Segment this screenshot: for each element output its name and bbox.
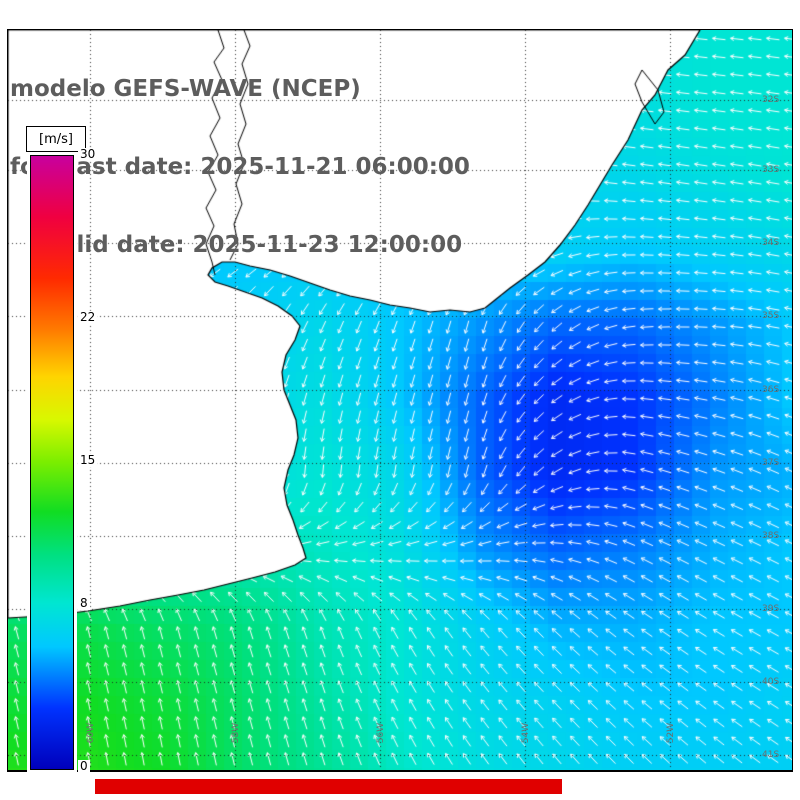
lat-label: 41S — [762, 750, 780, 760]
lat-label: 32S — [762, 95, 780, 105]
lon-label: 52W — [666, 722, 676, 744]
lat-label: 37S — [762, 458, 780, 468]
model-title: modelo GEFS-WAVE (NCEP) — [10, 76, 361, 102]
colorbar-tick-15: 15 — [78, 453, 98, 467]
wind-field-canvas — [8, 30, 792, 770]
lat-label: 36S — [762, 385, 780, 395]
lon-label: 60W — [86, 722, 96, 744]
colorbar-tick-8: 8 — [78, 596, 90, 610]
colorbar-unit-box: [m/s] — [26, 126, 86, 152]
lon-label: 54W — [521, 722, 531, 744]
lat-label: 35S — [762, 311, 780, 321]
lat-label: 39S — [762, 604, 780, 614]
lat-label: 38S — [762, 531, 780, 541]
map-plot-area: 32S 33S 34S 35S 36S 37S 38S 39S 40S 41S 60W 58W 56W 5… — [7, 29, 793, 772]
lat-label: 34S — [762, 238, 780, 248]
progress-bar — [95, 779, 562, 794]
colorbar-tick-22: 22 — [78, 310, 98, 324]
lon-label: 58W — [231, 722, 241, 744]
lon-label: 56W — [376, 722, 386, 744]
colorbar-unit-label: [m/s] — [39, 131, 73, 147]
valid-date-label: valid date: 2025-11-23 12:00:00 — [46, 232, 463, 258]
lat-label: 33S — [762, 165, 780, 175]
title-block: modelo GEFS-WAVE (NCEP) forecast date: 2… — [10, 24, 470, 310]
lat-label: 40S — [762, 677, 780, 687]
colorbar-tick-0: 0 — [78, 759, 90, 773]
colorbar-tick-30: 30 — [78, 147, 98, 161]
colorbar — [30, 155, 74, 770]
